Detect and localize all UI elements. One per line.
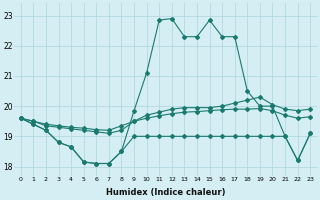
X-axis label: Humidex (Indice chaleur): Humidex (Indice chaleur) <box>106 188 225 197</box>
